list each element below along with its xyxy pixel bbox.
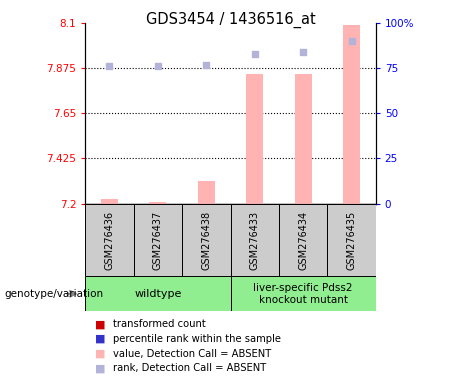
Bar	[279, 204, 327, 276]
Bar	[101, 199, 118, 204]
Text: GSM276438: GSM276438	[201, 210, 211, 270]
Text: value, Detection Call = ABSENT: value, Detection Call = ABSENT	[113, 349, 271, 359]
Point	[202, 61, 210, 68]
Bar	[327, 204, 376, 276]
Point	[251, 51, 258, 57]
Bar	[85, 276, 230, 311]
Point	[106, 63, 113, 70]
Text: ■: ■	[95, 363, 105, 373]
Point	[154, 63, 161, 70]
Text: GSM276434: GSM276434	[298, 210, 308, 270]
Text: GSM276436: GSM276436	[105, 210, 114, 270]
Text: transformed count: transformed count	[113, 319, 206, 329]
Text: GSM276435: GSM276435	[347, 210, 356, 270]
Bar	[230, 276, 376, 311]
Text: percentile rank within the sample: percentile rank within the sample	[113, 334, 281, 344]
Bar	[198, 182, 215, 204]
Point	[300, 49, 307, 55]
Bar	[295, 74, 312, 204]
Text: ■: ■	[95, 319, 105, 329]
Bar	[246, 74, 263, 204]
Point	[348, 38, 355, 44]
Text: wildtype: wildtype	[134, 289, 182, 299]
Bar	[134, 204, 182, 276]
Text: rank, Detection Call = ABSENT: rank, Detection Call = ABSENT	[113, 363, 266, 373]
Bar	[85, 204, 134, 276]
Bar	[182, 204, 230, 276]
Text: liver-specific Pdss2
knockout mutant: liver-specific Pdss2 knockout mutant	[254, 283, 353, 305]
Bar	[343, 25, 360, 204]
Text: GDS3454 / 1436516_at: GDS3454 / 1436516_at	[146, 12, 315, 28]
Text: genotype/variation: genotype/variation	[5, 289, 104, 299]
Text: GSM276433: GSM276433	[250, 210, 260, 270]
Text: ■: ■	[95, 349, 105, 359]
Text: GSM276437: GSM276437	[153, 210, 163, 270]
Bar	[149, 202, 166, 204]
Bar	[230, 204, 279, 276]
Text: ■: ■	[95, 334, 105, 344]
